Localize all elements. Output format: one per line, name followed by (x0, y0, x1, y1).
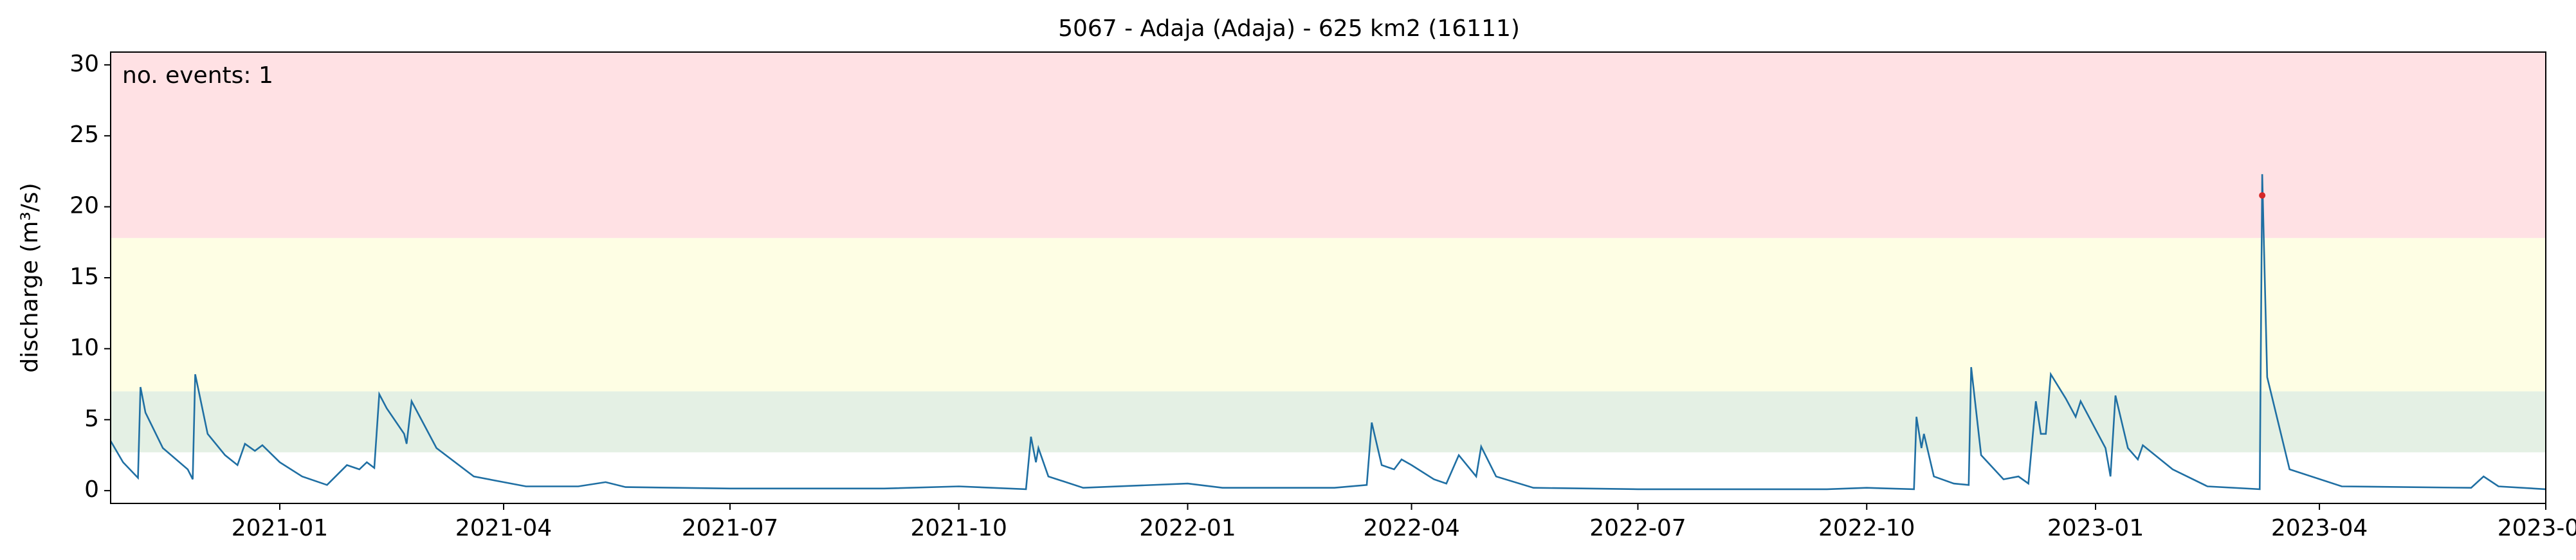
x-tick-label: 2021-07 (682, 515, 778, 541)
y-tick-label: 25 (69, 122, 99, 148)
plot-frame (110, 51, 2546, 504)
y-tick-label: 15 (69, 264, 99, 290)
y-tick-label: 20 (69, 193, 99, 219)
x-tick-label: 2022-10 (1818, 515, 1915, 541)
event-point (2259, 192, 2266, 199)
threshold-band (111, 52, 2546, 239)
series-line (109, 174, 2546, 491)
x-tick-label: 2022-01 (1139, 515, 1236, 541)
y-tick-label: 5 (84, 406, 99, 432)
y-tick-label: 30 (69, 51, 99, 77)
x-tick-label: 2023-01 (2047, 515, 2144, 541)
x-tick-label: 2021-10 (911, 515, 1007, 541)
x-tick-label: 2022-07 (1589, 515, 1686, 541)
chart-title: 5067 - Adaja (Adaja) - 625 km2 (16111) (1058, 15, 1520, 42)
threshold-band (111, 238, 2546, 392)
y-tick-label: 0 (84, 476, 99, 503)
x-tick-label: 2023-04 (2271, 515, 2368, 541)
y-axis-label: discharge (m³/s) (17, 183, 43, 372)
x-tick-label: 2021-01 (232, 515, 328, 541)
x-tick-label: 2023-07 (2498, 515, 2576, 541)
x-tick-label: 2021-04 (455, 515, 552, 541)
annotation: no. events: 1 (122, 62, 273, 89)
x-tick-label: 2022-04 (1363, 515, 1459, 541)
threshold-band (111, 391, 2546, 453)
y-tick-label: 10 (69, 334, 99, 361)
